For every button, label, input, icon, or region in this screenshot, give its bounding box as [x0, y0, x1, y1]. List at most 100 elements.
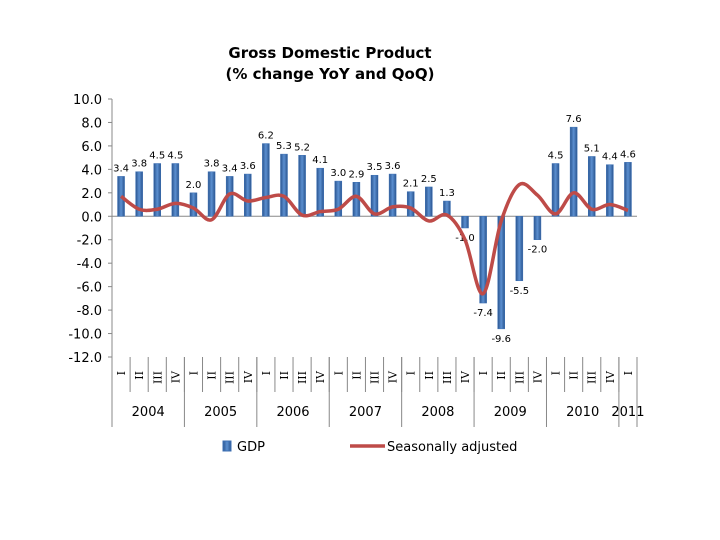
x-tick-label: IV: [604, 370, 617, 383]
bar: [244, 173, 252, 217]
x-group-label: 2008: [421, 405, 454, 420]
bar: [334, 180, 343, 217]
bar: [189, 192, 198, 217]
data-label: 3.4: [113, 163, 129, 174]
legend-label: GDP: [237, 440, 265, 455]
x-tick-label: III: [296, 371, 309, 384]
y-tick-label: 4.0: [81, 163, 102, 178]
x-group-label: 2005: [204, 405, 237, 420]
chart-subtitle: (% change YoY and QoQ): [226, 65, 435, 83]
x-group-label: 2009: [494, 405, 527, 420]
x-tick-label: II: [278, 371, 291, 380]
data-label: 5.3: [276, 141, 292, 152]
data-label: -9.6: [491, 334, 511, 345]
x-tick-label: II: [568, 371, 581, 380]
x-tick-label: IV: [459, 370, 472, 383]
x-tick-label: I: [405, 371, 418, 375]
bar: [425, 186, 433, 217]
x-tick-label: III: [369, 371, 382, 384]
y-tick-label: -8.0: [77, 304, 102, 319]
legend-swatch: [222, 440, 232, 452]
data-label: 4.5: [167, 151, 183, 162]
bar: [461, 216, 469, 229]
x-tick-label: II: [495, 371, 508, 380]
data-label: -5.5: [510, 286, 530, 297]
data-label: 3.6: [385, 161, 401, 172]
y-tick-label: -2.0: [77, 234, 102, 249]
bar: [624, 162, 632, 217]
data-label: 6.2: [258, 131, 274, 142]
x-group-label: 2007: [349, 405, 382, 420]
data-label: 5.1: [584, 143, 600, 154]
bar: [406, 191, 415, 217]
data-label: 4.6: [620, 149, 636, 160]
data-label: 3.4: [222, 163, 238, 174]
bar: [262, 143, 270, 217]
x-group-label: 2006: [276, 405, 309, 420]
x-group-label: 2011: [611, 405, 644, 420]
x-tick-label: IV: [531, 370, 544, 383]
bar: [479, 216, 487, 304]
x-group-label: 2004: [132, 405, 165, 420]
data-label: 2.0: [186, 180, 202, 191]
y-tick-label: 0.0: [81, 210, 102, 225]
x-tick-label: I: [115, 371, 128, 375]
x-group-label: 2010: [566, 405, 599, 420]
x-tick-label: IV: [169, 370, 182, 383]
bar: [298, 155, 306, 217]
data-label: 3.6: [240, 161, 256, 172]
bar: [551, 163, 560, 217]
x-tick-label: I: [622, 371, 635, 375]
chart-title: Gross Domestic Product: [228, 44, 431, 62]
x-tick-label: I: [477, 371, 490, 375]
data-label: 3.8: [131, 159, 147, 170]
x-tick-label: III: [151, 371, 164, 384]
bar: [135, 171, 143, 217]
data-label: 3.0: [330, 168, 346, 179]
bar: [316, 167, 324, 217]
bar: [569, 126, 578, 217]
x-tick-label: I: [332, 371, 345, 375]
y-tick-label: 6.0: [81, 140, 102, 155]
data-label: 2.9: [348, 169, 364, 180]
data-label: 3.8: [204, 159, 220, 170]
bar: [370, 174, 379, 217]
y-tick-label: 2.0: [81, 187, 102, 202]
bar: [606, 164, 614, 217]
data-label: -2.0: [528, 245, 548, 256]
x-tick-label: III: [224, 371, 237, 384]
data-label: 1.3: [439, 188, 455, 199]
x-tick-label: II: [423, 371, 436, 380]
x-tick-label: IV: [387, 370, 400, 383]
x-tick-label: IV: [314, 370, 327, 383]
data-label: 4.5: [149, 151, 165, 162]
x-tick-label: II: [133, 371, 146, 380]
bar: [533, 216, 542, 240]
bar: [207, 171, 216, 217]
y-tick-label: -10.0: [68, 328, 102, 343]
y-tick-label: 10.0: [73, 93, 102, 108]
data-label: 7.6: [566, 114, 582, 125]
x-tick-label: III: [586, 371, 599, 384]
data-label: 4.4: [602, 152, 618, 163]
bar: [171, 163, 180, 217]
x-tick-label: I: [187, 371, 200, 375]
bar: [587, 156, 596, 217]
bar: [280, 153, 288, 217]
bar: [388, 173, 397, 217]
y-tick-label: -4.0: [77, 257, 102, 272]
line: [119, 181, 629, 296]
y-tick-label: -12.0: [68, 351, 102, 366]
data-label: 2.1: [403, 179, 419, 190]
data-label: 5.2: [294, 142, 310, 153]
bar: [153, 163, 162, 217]
data-label: 4.1: [312, 155, 328, 166]
legend-label: Seasonally adjusted: [387, 440, 517, 455]
x-tick-label: III: [441, 371, 454, 384]
x-tick-label: II: [350, 371, 363, 380]
data-label: 4.5: [548, 151, 564, 162]
y-tick-label: -6.0: [77, 281, 102, 296]
data-label: 2.5: [421, 174, 437, 185]
x-tick-label: III: [513, 371, 526, 384]
